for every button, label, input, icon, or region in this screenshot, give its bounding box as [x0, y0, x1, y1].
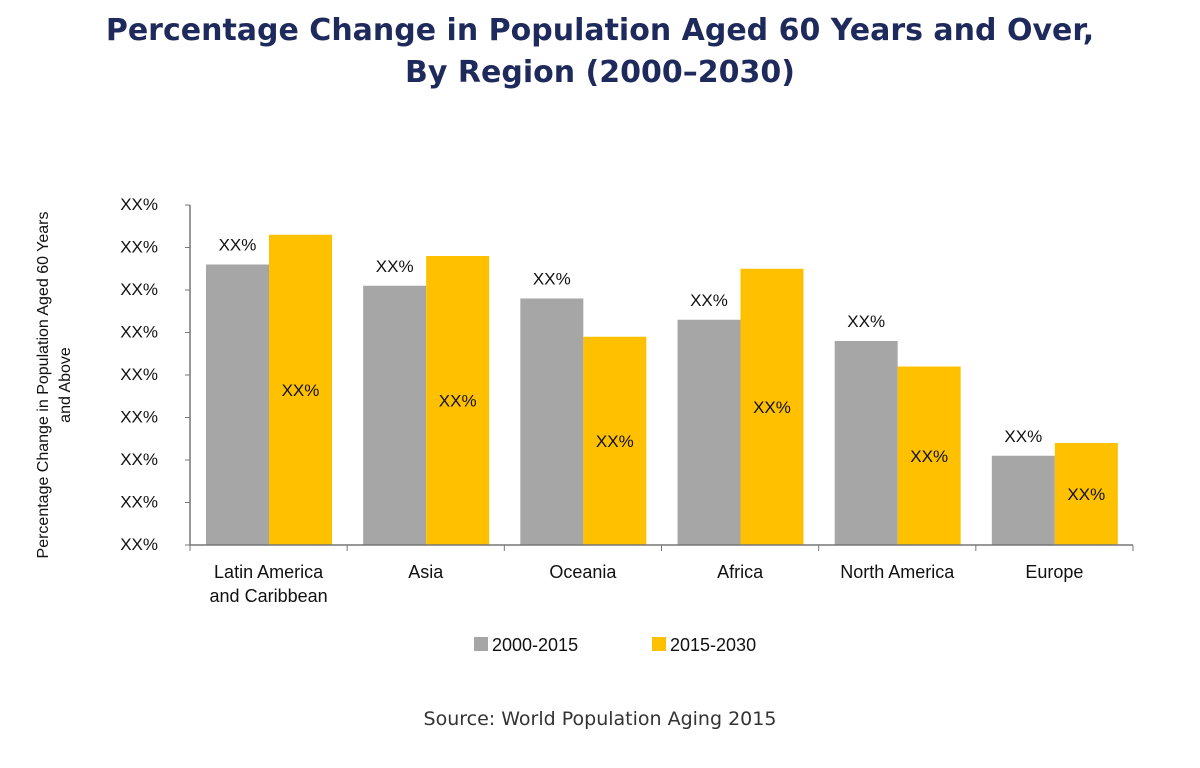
- legend-swatch-2015-2030: [652, 637, 666, 651]
- y-tick-label: XX%: [120, 535, 158, 554]
- bar-2015-2030-4: [897, 366, 961, 545]
- data-label: XX%: [533, 270, 571, 289]
- y-tick-label: XX%: [120, 323, 158, 342]
- x-category-label: Latin America and Caribbean: [210, 562, 328, 606]
- data-label: XX%: [1004, 427, 1042, 446]
- data-label: XX%: [847, 312, 885, 331]
- x-category-label-line: Africa: [717, 562, 764, 582]
- x-category-label: Asia: [408, 562, 444, 582]
- bar-2000-2015-3: [677, 319, 741, 545]
- bar-2000-2015-5: [991, 455, 1055, 545]
- data-label: XX%: [1067, 485, 1105, 504]
- bar-2015-2030-1: [426, 256, 490, 545]
- data-label: XX%: [753, 398, 791, 417]
- y-axis-title-line: Percentage Change in Population Aged 60 …: [35, 212, 52, 559]
- bar-2015-2030-5: [1054, 443, 1118, 545]
- bar-2000-2015-1: [363, 285, 427, 545]
- x-category-label: North America: [840, 562, 955, 582]
- x-category-label-line: and Caribbean: [210, 586, 328, 606]
- x-category-label: Europe: [1025, 562, 1083, 582]
- bar-2015-2030-0: [269, 234, 332, 545]
- y-tick-label: XX%: [120, 238, 158, 257]
- y-tick-label: XX%: [120, 195, 158, 214]
- chart-title: Percentage Change in Population Aged 60 …: [0, 10, 1200, 94]
- x-category-label-line: Latin America: [214, 562, 324, 582]
- y-axis-title: Percentage Change in Population Aged 60 …: [35, 212, 74, 559]
- x-category-label-line: North America: [840, 562, 955, 582]
- x-category-label-line: Oceania: [549, 562, 617, 582]
- bar-2000-2015-2: [520, 298, 584, 545]
- chart-title-line-1: Percentage Change in Population Aged 60 …: [105, 13, 1095, 48]
- y-tick-label: XX%: [120, 280, 158, 299]
- x-category-label: Oceania: [549, 562, 617, 582]
- data-label: XX%: [282, 381, 320, 400]
- data-label: XX%: [376, 257, 414, 276]
- data-label: XX%: [439, 392, 477, 411]
- bar-2015-2030-3: [740, 268, 804, 545]
- legend-label: 2015-2030: [670, 635, 756, 655]
- bar-2015-2030-2: [583, 336, 647, 545]
- source-note: Source: World Population Aging 2015: [423, 708, 777, 730]
- x-category-label-line: Europe: [1025, 562, 1083, 582]
- x-category-label: Africa: [717, 562, 764, 582]
- legend-swatch-2000-2015: [474, 637, 488, 651]
- bar-chart: XX% XX% XX% XX% XX% XX% XX% XX% XX% XX% XX% XX% XX% X…: [35, 195, 1134, 655]
- data-label: XX%: [219, 236, 257, 255]
- y-tick-label: XX%: [120, 493, 158, 512]
- data-label: XX%: [690, 291, 728, 310]
- legend-label: 2000-2015: [492, 635, 578, 655]
- bar-2000-2015-4: [834, 341, 898, 545]
- data-label: XX%: [910, 447, 948, 466]
- bar-2000-2015-0: [206, 264, 269, 545]
- x-category-label-line: Asia: [408, 562, 444, 582]
- y-axis-title-line: and Above: [57, 347, 74, 423]
- chart-title-line-2: By Region (2000–2030): [405, 55, 795, 90]
- y-tick-label: XX%: [120, 408, 158, 427]
- y-tick-label: XX%: [120, 450, 158, 469]
- data-label: XX%: [596, 432, 634, 451]
- y-tick-label: XX%: [120, 365, 158, 384]
